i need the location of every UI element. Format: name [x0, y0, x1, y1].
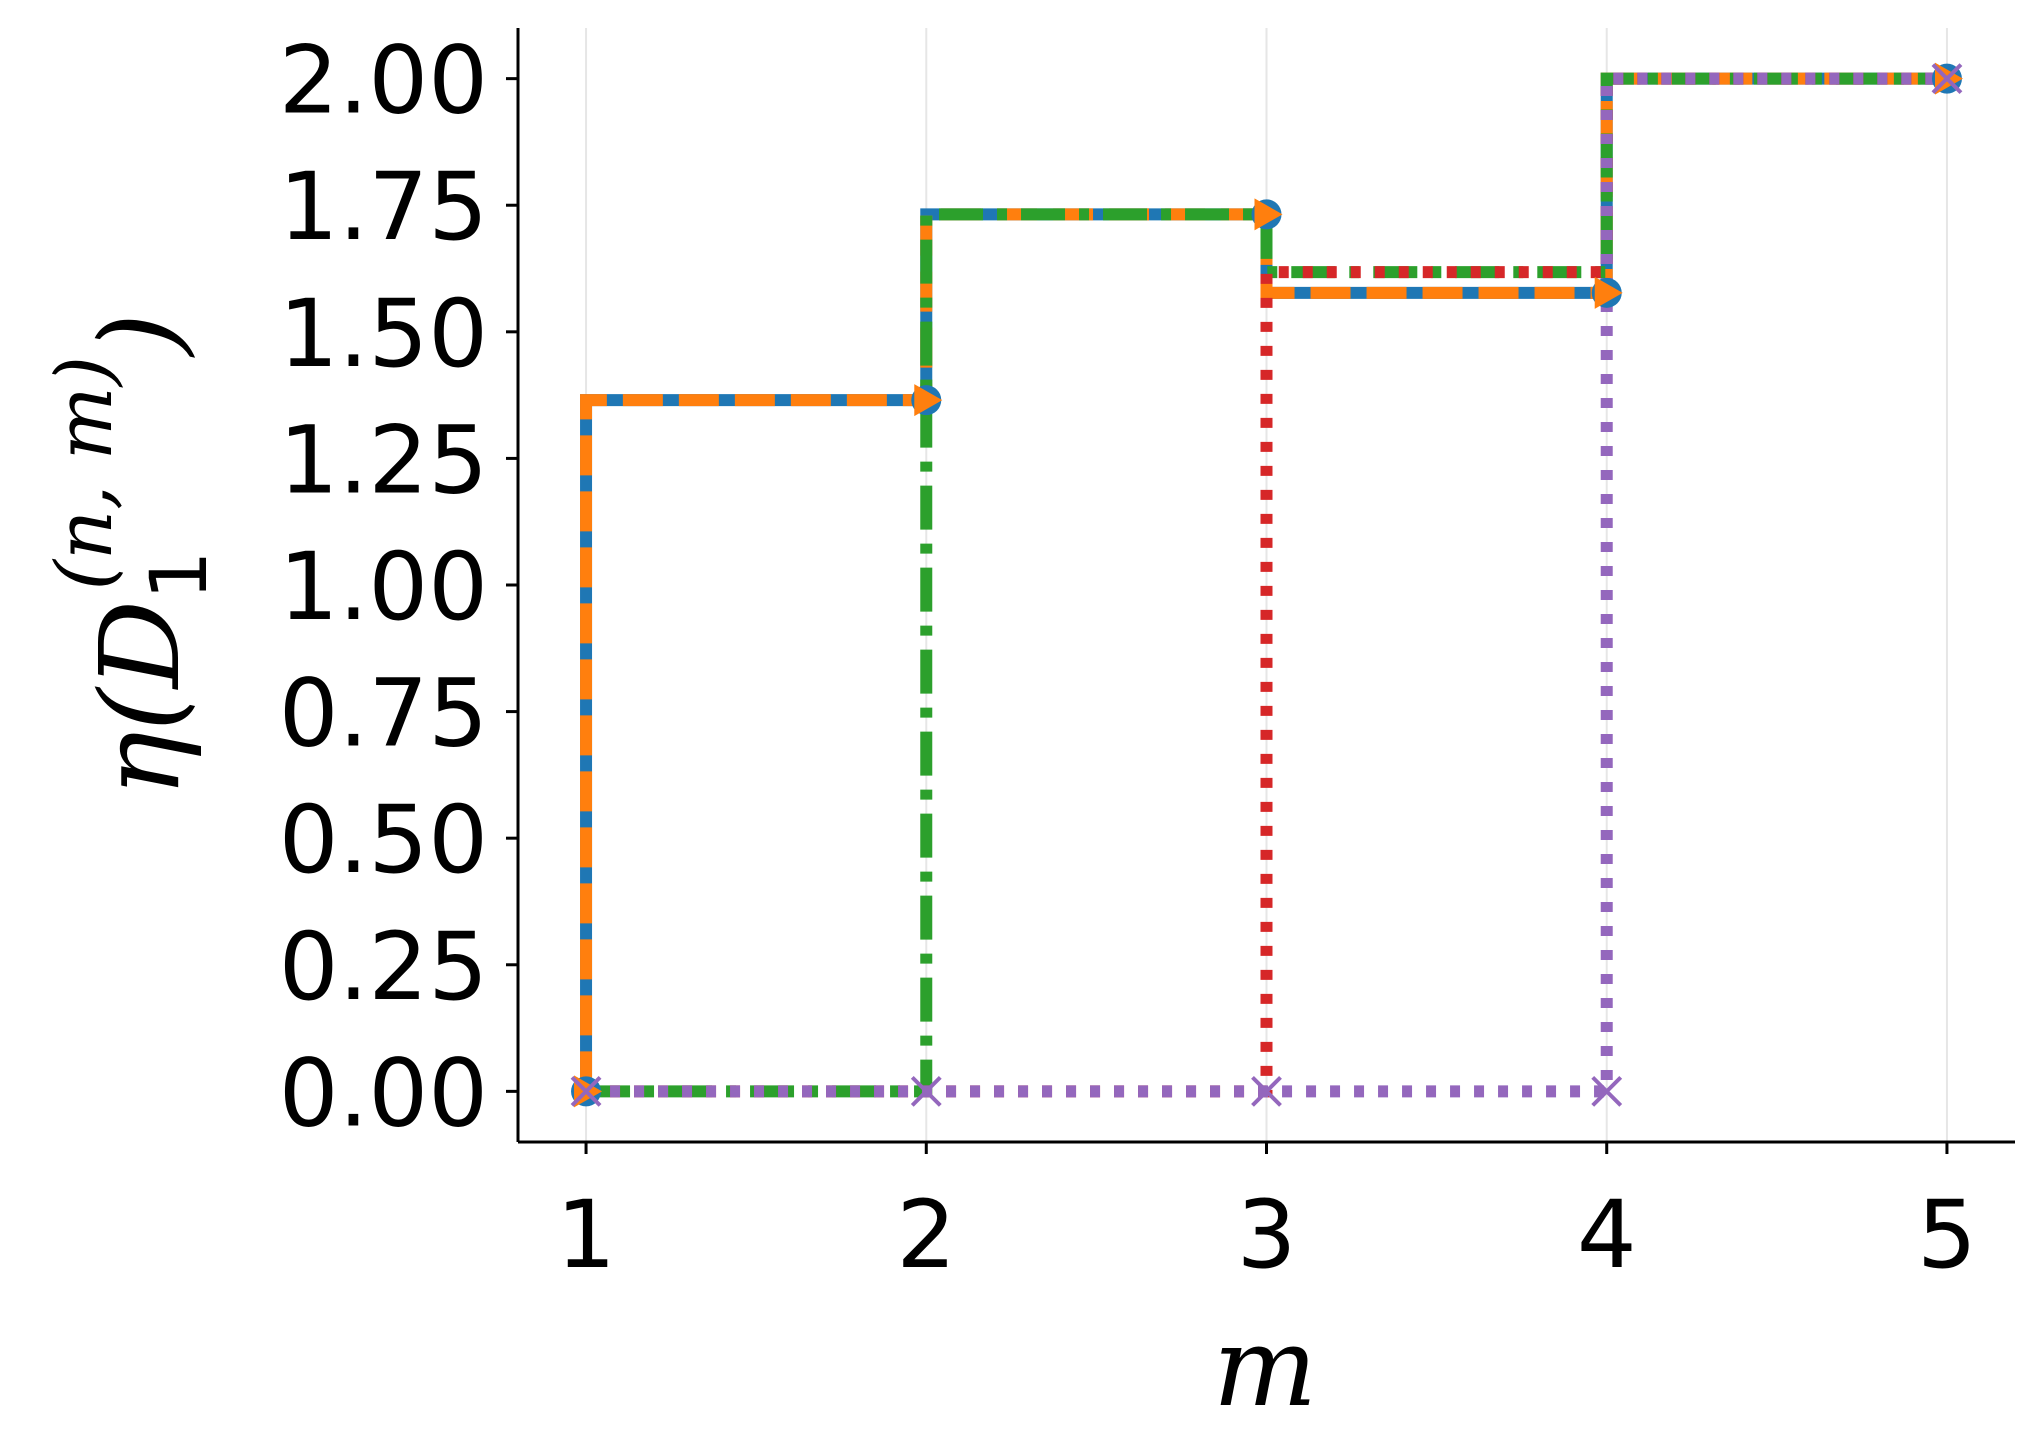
series-5-point-1: [570, 1075, 602, 1107]
x-tick-label-5: 5: [1917, 1181, 1977, 1290]
x-axis-label: m: [1213, 1303, 1317, 1431]
svg-text:η(D1(n, m)): η(D1(n, m)): [40, 313, 225, 797]
y-tick-label-2: 0.25: [279, 913, 488, 1022]
x-tick-label-2: 2: [896, 1181, 956, 1290]
y-axis-label: η(D1(n, m)): [40, 313, 225, 797]
series-line-2: [580, 72, 1947, 1092]
y-tick-label-9: 2.00: [279, 27, 488, 136]
series-5-point-4: [1591, 1075, 1623, 1107]
x-tick-label-1: 1: [556, 1181, 616, 1290]
y-tick-label-1: 0.00: [279, 1039, 488, 1148]
series-line-5: [586, 72, 1947, 1098]
y-tick-label-3: 0.50: [279, 786, 488, 895]
y-axis-label-close: ): [76, 313, 204, 358]
y-axis-label-open: η(: [76, 686, 204, 797]
y-axis-label-superscript: (n, m): [40, 356, 130, 591]
y-tick-label-5: 1.00: [279, 533, 488, 642]
series-5-point-3: [1251, 1075, 1282, 1107]
series-5-point-2: [910, 1075, 942, 1107]
axes: [506, 28, 2015, 1154]
tick-labels: 1 2 3 4 5 0.00 0.25 0.50 0.75 1.00 1.25 1.50 1.75 2.0…: [279, 27, 1977, 1290]
y-tick-label-6: 1.25: [279, 406, 488, 515]
x-tick-label-4: 4: [1577, 1181, 1637, 1290]
series-5-point-5: [1931, 63, 1963, 95]
series-markers: [570, 62, 1963, 1108]
y-tick-label-8: 1.75: [279, 153, 488, 262]
y-axis-label-base: D: [76, 600, 204, 690]
y-axis-label-subscript: 1: [135, 550, 225, 600]
y-tick-label-7: 1.50: [279, 280, 488, 389]
y-tick-label-4: 0.75: [279, 660, 488, 769]
x-tick-label-3: 3: [1237, 1181, 1297, 1290]
series-2-point-2: [914, 384, 943, 417]
series-2-point-3: [1254, 198, 1283, 231]
series-2-point-4: [1594, 276, 1623, 309]
